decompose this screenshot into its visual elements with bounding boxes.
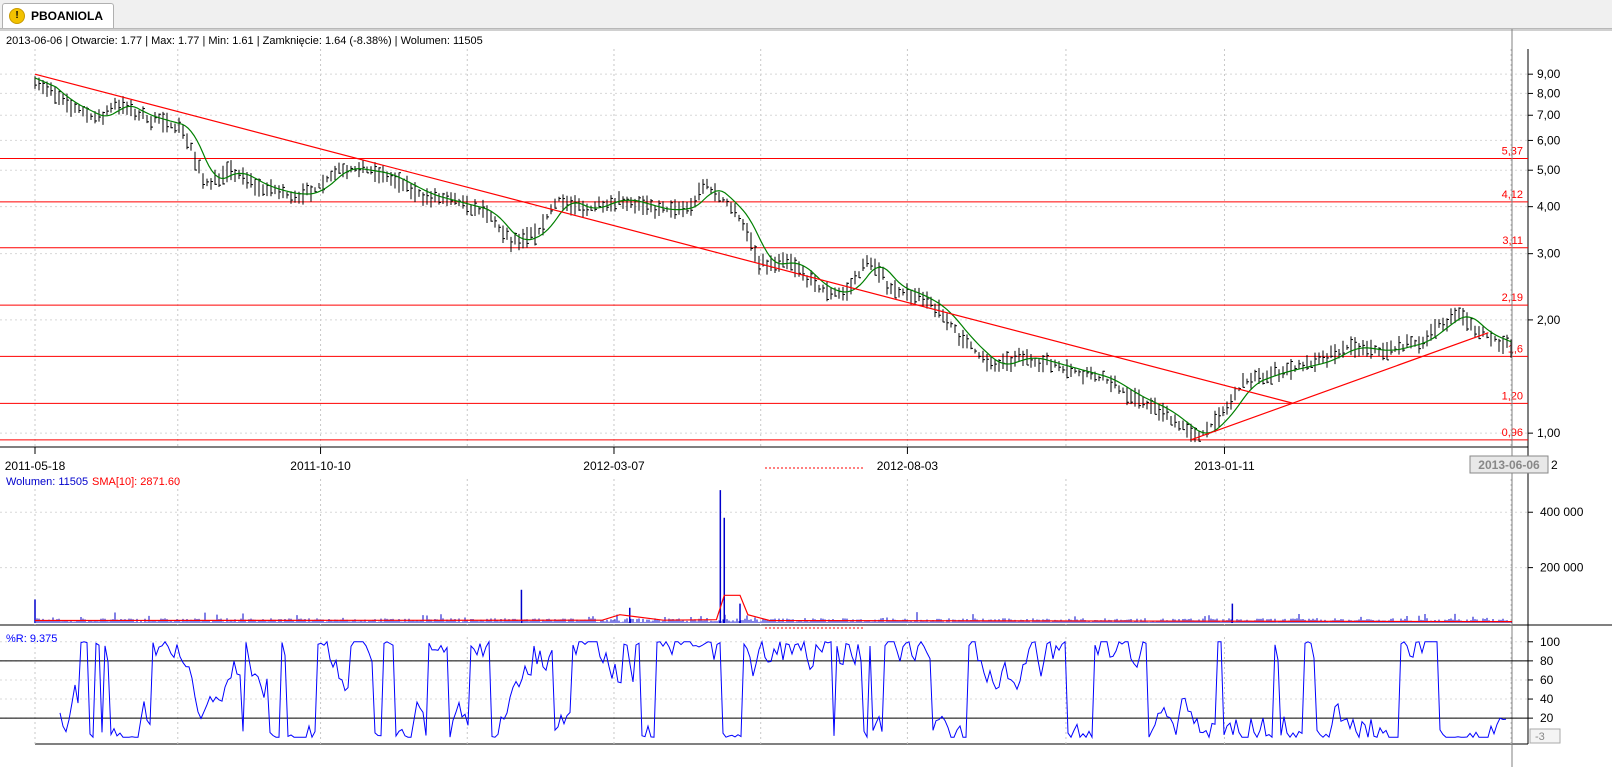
price-y-tick-label: 9,00 <box>1537 67 1561 81</box>
wr-y-tick-label: 100 <box>1540 635 1560 649</box>
wr-current-value: -3 <box>1535 731 1545 743</box>
wr-y-tick-label: 40 <box>1540 692 1554 706</box>
price-ohlc-bars <box>34 76 1513 443</box>
cursor-date-label: 2013-06-06 <box>1478 458 1540 472</box>
volume-y-tick-label: 200 000 <box>1540 561 1584 575</box>
price-y-tick-label: 3,00 <box>1537 247 1561 261</box>
chart-background <box>0 29 1612 767</box>
trendlines <box>34 73 1489 441</box>
wr-label: %R: 9.375 <box>6 633 57 645</box>
wr-y-tick-label: 80 <box>1540 654 1554 668</box>
grid-lines <box>0 49 1528 744</box>
price-x-tick-label: 2012-03-07 <box>583 459 645 473</box>
price-y-tick-label: 6,00 <box>1537 133 1561 147</box>
volume-label: Wolumen: 11505 <box>6 476 88 488</box>
tab-title: PBOANIOLA <box>31 9 103 23</box>
tab-bar: ! PBOANIOLA <box>0 0 1612 29</box>
price-x-tick-label: 2012-08-03 <box>877 459 939 473</box>
volume-sma-line <box>34 594 1513 623</box>
trendline <box>34 73 1294 404</box>
wr-y-tick-label: 60 <box>1540 673 1554 687</box>
volume-y-axis-ticks: 400 000 200 000 <box>1528 505 1584 575</box>
price-y-tick-label: 8,00 <box>1537 86 1561 100</box>
wr-y-axis-ticks: 100 80 60 40 20 <box>1528 635 1560 725</box>
wr-levels <box>0 660 1528 719</box>
level-label: 3,11 <box>1502 235 1523 247</box>
price-y-tick-label: 5,00 <box>1537 163 1561 177</box>
cursor-date-box <box>1469 455 1549 474</box>
warning-icon: ! <box>9 8 25 24</box>
price-sma-line <box>34 77 1512 434</box>
price-x-tick-label: 2011-05-18 <box>5 459 66 473</box>
wr-y-tick-label: 20 <box>1540 711 1554 725</box>
wr-current-box <box>1529 728 1561 744</box>
trendline <box>1190 332 1489 441</box>
volume-y-tick-label: 400 000 <box>1540 505 1584 519</box>
price-x-tick-label: 2011-10-10 <box>290 459 351 473</box>
volume-sma-label: SMA[10]: 2871.60 <box>92 476 180 488</box>
price-y-tick-label: 7,00 <box>1537 108 1561 122</box>
price-x-tick-label: 2013-01-11 <box>1194 459 1255 473</box>
tab-pboaniola[interactable]: ! PBOANIOLA <box>2 3 114 28</box>
wr-line <box>59 639 1507 740</box>
price-y-tick-label: 4,00 <box>1537 200 1561 214</box>
level-label: 1,6 <box>1508 343 1523 355</box>
price-y-axis-ticks: 9,00 8,00 7,00 6,00 5,00 4,00 3,00 2,00 1,00 <box>1528 67 1561 440</box>
horizontal-levels: 5,374,123,112,191,61,200,96 <box>0 146 1528 441</box>
cursor-date-overflow: 2 <box>1551 458 1558 472</box>
price-x-axis-ticks: 2011-05-18 2011-10-10 2012-03-07 2012-08-03… <box>5 447 1255 473</box>
price-y-tick-label: 1,00 <box>1537 426 1561 440</box>
ohlc-info: 2013-06-06 | Otwarcie: 1.77 | Max: 1.77 … <box>6 35 483 47</box>
price-y-tick-label: 2,00 <box>1537 313 1561 327</box>
chart-canvas: 5,374,123,112,191,61,200,96 9,00 8,00 7,00… <box>0 29 1612 767</box>
